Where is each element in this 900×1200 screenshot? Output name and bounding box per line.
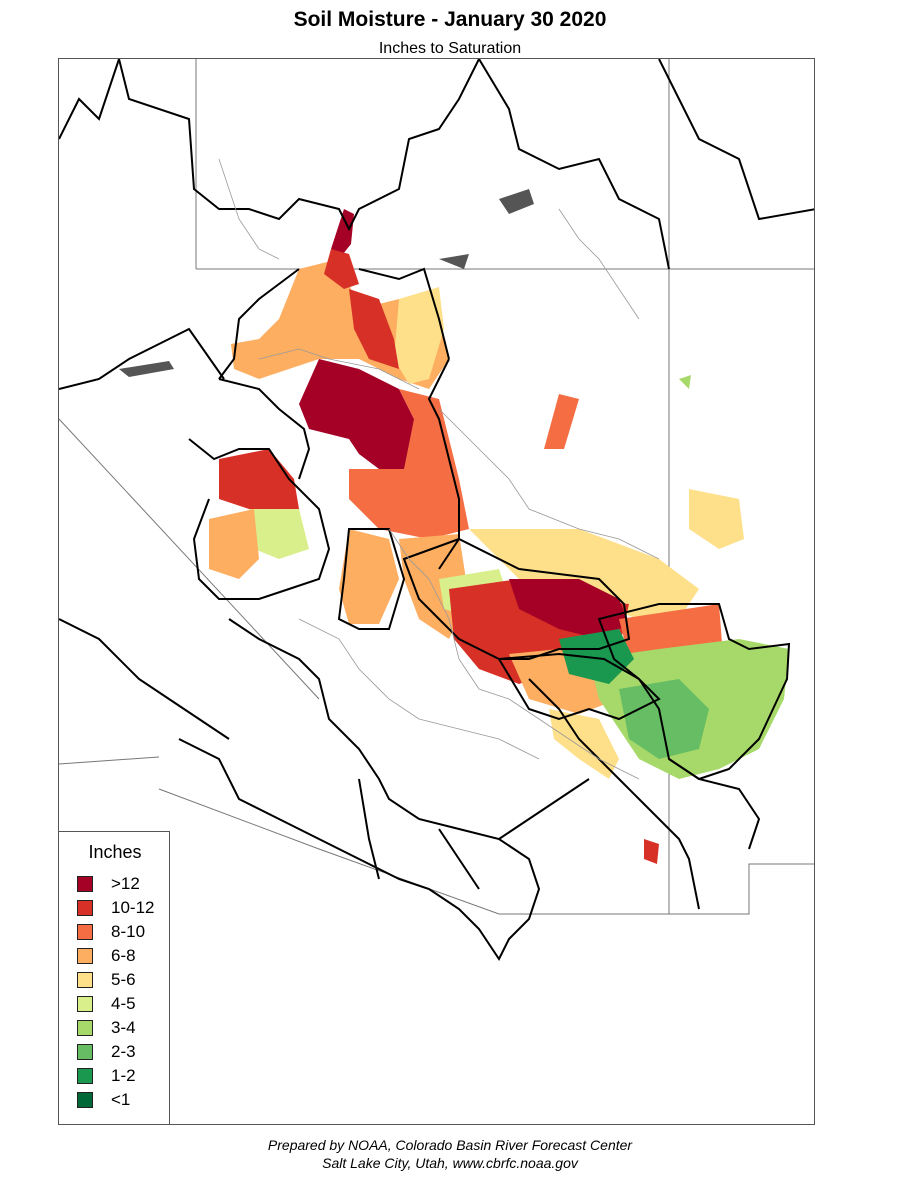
- legend-title: Inches: [88, 842, 142, 862]
- region-8-10-east-spot: [544, 394, 579, 449]
- legend-item: 5-6: [77, 970, 136, 990]
- legend-label: 10-12: [111, 898, 155, 917]
- legend-item: 6-8: [77, 946, 136, 966]
- legend-swatch: [77, 972, 93, 988]
- region-5-6-east: [469, 529, 699, 619]
- legend-label: >12: [111, 874, 140, 893]
- legend-item: 1-2: [77, 1066, 136, 1086]
- legend-item: >12: [77, 874, 140, 894]
- legend-item: 8-10: [77, 922, 145, 942]
- region-10-12-north: [349, 289, 399, 369]
- legend-label: 6-8: [111, 946, 136, 965]
- region-5-6-far-east: [689, 489, 744, 549]
- region-2-3-southeast: [619, 679, 709, 759]
- legend-swatch: [77, 1092, 93, 1108]
- water-bodies: [119, 189, 534, 377]
- moisture-regions: [209, 209, 789, 864]
- legend-swatch: [77, 996, 93, 1012]
- legend-swatch: [77, 948, 93, 964]
- legend-item: 2-3: [77, 1042, 136, 1062]
- legend-swatch: [77, 1044, 93, 1060]
- legend-swatch: [77, 1068, 93, 1084]
- legend-label: 4-5: [111, 994, 136, 1013]
- legend-label: <1: [111, 1090, 131, 1109]
- legend: Inches >12 10-12 8-10 6-8 5-6 4-5 3-4 2-…: [58, 831, 170, 1125]
- map-title: Soil Moisture - January 30 2020: [293, 8, 607, 31]
- map-canvas: [59, 59, 814, 961]
- region-6-8-west: [209, 509, 259, 579]
- region-12-north-tip: [331, 209, 354, 259]
- region-4-5-west: [249, 509, 309, 559]
- map-subtitle: Inches to Saturation: [378, 40, 522, 57]
- region-5-6-north: [394, 287, 444, 384]
- region-3-4-north-spot: [679, 375, 691, 389]
- legend-swatch: [77, 900, 93, 916]
- legend-item: 4-5: [77, 994, 136, 1014]
- legend-swatch: [77, 1020, 93, 1036]
- legend-label: 8-10: [111, 922, 146, 941]
- legend-item: 10-12: [77, 898, 154, 918]
- region-10-12-south-spot: [644, 839, 659, 864]
- region-12-central: [299, 359, 414, 469]
- credit-line-1: Prepared by NOAA, Colorado Basin River F…: [267, 1137, 633, 1153]
- region-10-12-west: [219, 449, 299, 519]
- region-10-12-north-tip: [324, 249, 359, 289]
- legend-label: 2-3: [111, 1042, 136, 1061]
- soil-moisture-map: [58, 58, 815, 1125]
- legend-swatch: [77, 924, 93, 940]
- legend-label: 1-2: [111, 1066, 136, 1085]
- region-6-8-south-west: [339, 529, 399, 624]
- legend-label: 5-6: [111, 970, 136, 989]
- basin-boundaries: [59, 59, 814, 961]
- credit-line-2: Salt Lake City, Utah, www.cbrfc.noaa.gov: [322, 1155, 578, 1171]
- region-6-8-south-central: [509, 649, 619, 714]
- region-12-east: [509, 579, 629, 639]
- legend-item: 3-4: [77, 1018, 136, 1038]
- legend-swatch: [77, 876, 93, 892]
- legend-item: <1: [77, 1090, 130, 1110]
- legend-label: 3-4: [111, 1018, 136, 1037]
- region-8-10-central: [349, 389, 469, 539]
- rivers: [218, 158, 660, 780]
